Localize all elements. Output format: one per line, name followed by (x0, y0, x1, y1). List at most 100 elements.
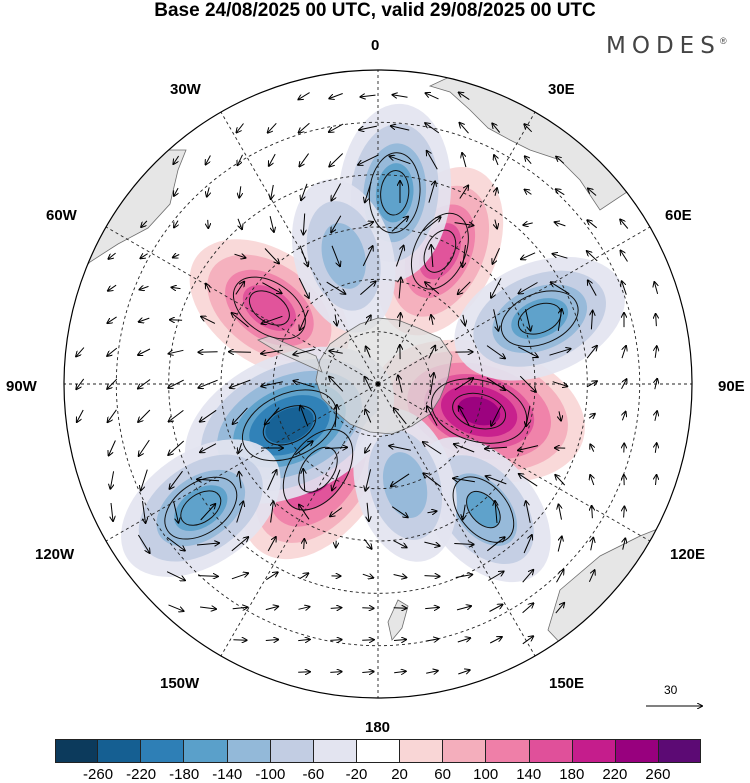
wind-arrow (588, 280, 597, 296)
wind-arrow (365, 181, 372, 203)
colorbar-swatch (658, 739, 702, 763)
wind-arrow (238, 154, 243, 165)
lon-label-30w: 30W (170, 81, 201, 98)
wind-arrow (331, 183, 342, 201)
wind-arrow (524, 124, 533, 133)
wind-arrow (620, 220, 629, 229)
wind-arrow (493, 309, 499, 330)
wind-arrow (207, 187, 209, 196)
wind-arrow (454, 223, 474, 226)
wind-arrow (622, 412, 625, 421)
lon-label-60e: 60E (665, 207, 692, 224)
contour-line (423, 229, 457, 273)
wind-arrow (110, 471, 113, 488)
wind-arrow (169, 350, 184, 353)
wind-arrow (173, 501, 179, 522)
lon-label-60w: 60W (46, 207, 77, 224)
colorbar-tick-label: 220 (602, 766, 628, 783)
wind-arrow (495, 501, 497, 524)
wind-arrow (399, 278, 401, 299)
wind-arrow (262, 315, 283, 323)
reference-vector-value: 30 (664, 683, 678, 697)
wind-arrow (431, 315, 433, 325)
wind-arrow (559, 504, 562, 520)
wind-arrow (488, 572, 503, 581)
colorbar-swatch (356, 739, 401, 763)
wind-arrow (519, 474, 538, 487)
wind-arrow (137, 534, 149, 553)
wind-arrow (330, 672, 341, 673)
wind-arrow (170, 470, 183, 489)
wind-arrow (654, 282, 657, 295)
wind-arrow (206, 284, 210, 293)
wind-arrow (621, 379, 627, 390)
wind-arrow (363, 538, 371, 549)
wind-arrow (335, 405, 337, 428)
wind-arrow (394, 671, 406, 673)
wind-arrow (231, 537, 248, 552)
lon-label-90e: 90E (718, 378, 745, 395)
wind-arrow (200, 607, 216, 609)
wind-arrow (555, 222, 566, 226)
contour-line (452, 476, 515, 543)
wind-arrow (586, 346, 597, 359)
wind-arrow (391, 126, 410, 131)
colorbar-tick-label: -60 (302, 766, 325, 783)
wind-arrow (261, 381, 283, 387)
wind-arrow (393, 640, 406, 641)
contour-line (180, 490, 222, 526)
wind-arrow (427, 511, 437, 513)
wind-arrow (552, 381, 568, 387)
wind-arrow (361, 95, 376, 97)
colorbar-tick-label: -180 (169, 766, 200, 783)
wind-arrow (655, 411, 657, 421)
colorbar-swatch (443, 739, 487, 763)
wind-arrow (549, 349, 571, 356)
colorbar-swatch (141, 739, 185, 763)
wind-arrow (365, 469, 372, 490)
wind-arrow (208, 219, 209, 228)
wind-arrow (486, 537, 504, 552)
wind-arrow (174, 187, 178, 196)
wind-arrow (486, 377, 505, 390)
colorbar-tick-label: -260 (83, 766, 114, 783)
wind-arrow (366, 347, 371, 358)
wind-arrow (390, 156, 411, 165)
anomaly-pacific-negative (121, 439, 281, 577)
anomaly-level (382, 452, 428, 519)
wind-arrow (262, 282, 281, 294)
wind-arrow (329, 123, 344, 132)
graticule (64, 70, 692, 698)
wind-arrow (428, 346, 435, 359)
wind-arrow (526, 405, 531, 426)
wind-arrow (265, 640, 278, 641)
anomaly-field (121, 103, 625, 583)
wind-arrow (304, 539, 305, 550)
wind-arrow (298, 92, 310, 100)
wind-arrow (391, 506, 408, 518)
wind-arrow (623, 538, 626, 550)
wind-arrow (517, 346, 538, 357)
wind-arrow (587, 251, 598, 262)
wind-arrow (525, 309, 531, 330)
wind-arrow (519, 375, 536, 392)
colorbar-tick-label: -100 (255, 766, 286, 783)
wind-arrow (431, 245, 433, 268)
wind-arrow (329, 153, 344, 167)
colorbar-swatch (270, 739, 314, 763)
wind-arrow (303, 213, 304, 235)
antarctica-shape (315, 317, 453, 435)
anomaly-indian-negative (454, 256, 625, 381)
wind-arrow (389, 446, 411, 451)
wind-arrow (271, 184, 274, 199)
wind-arrow (303, 469, 305, 492)
colorbar-tick-label: 100 (473, 766, 499, 783)
wind-arrow (394, 408, 407, 425)
wind-arrow (143, 501, 146, 523)
wind-arrow (555, 603, 564, 614)
wind-arrow (454, 544, 473, 545)
wind-arrow (238, 443, 241, 453)
wind-arrow (362, 672, 373, 673)
wind-arrow (486, 345, 505, 359)
wind-arrow (230, 379, 251, 388)
